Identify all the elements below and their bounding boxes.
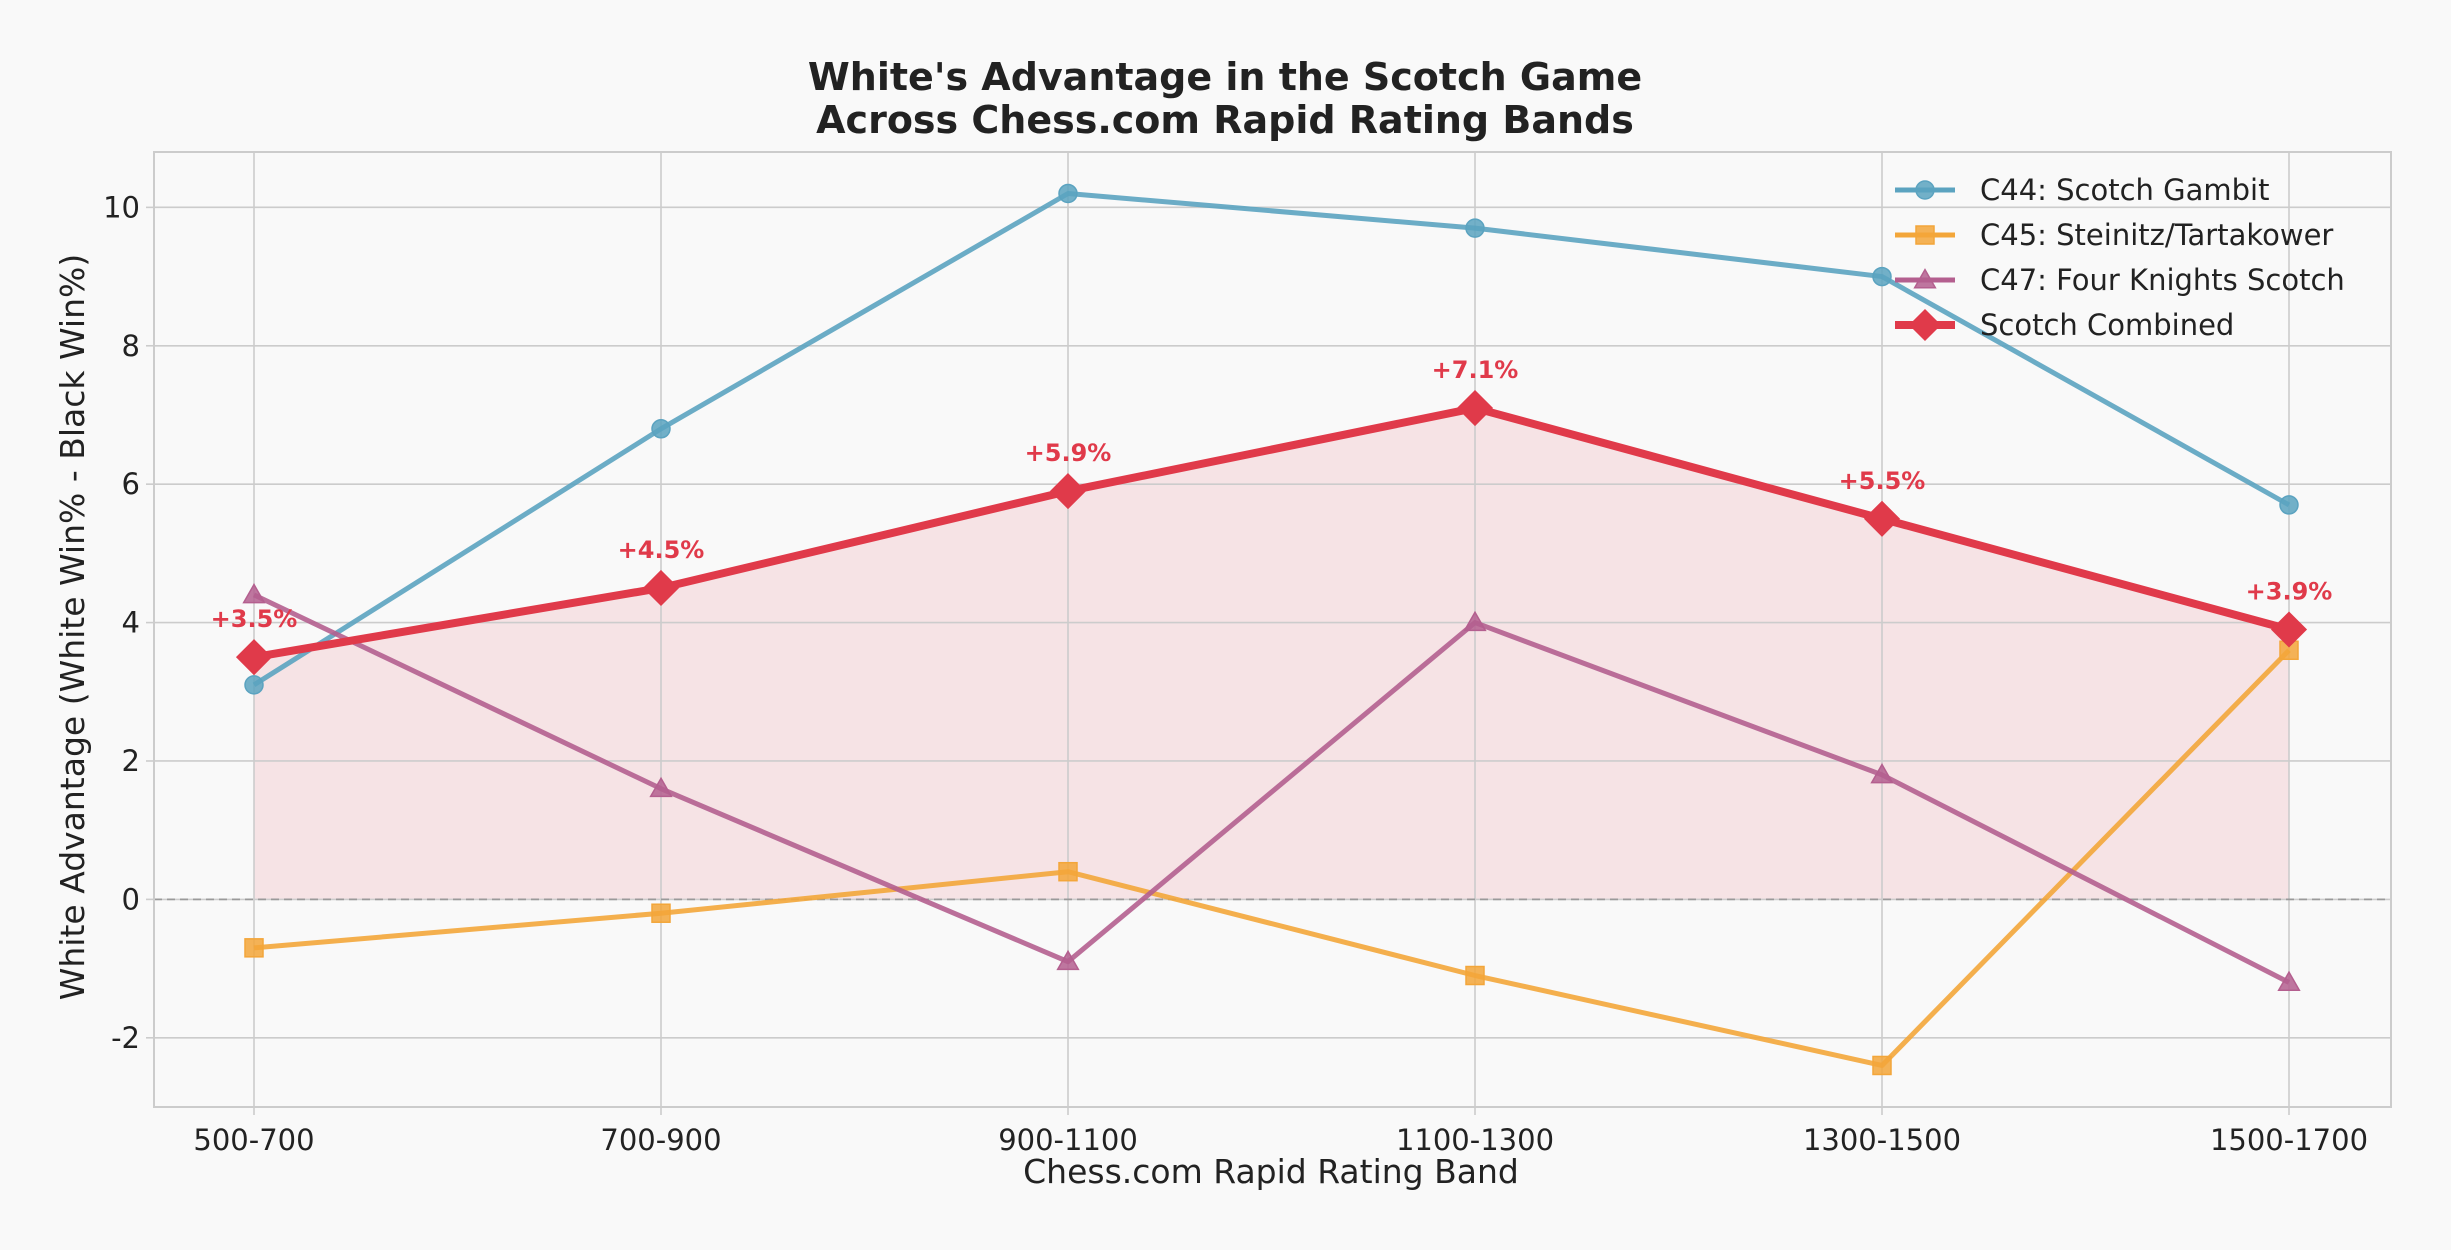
legend-label: C47: Four Knights Scotch [1980, 263, 2345, 297]
legend-marker-triangle-icon [1913, 268, 1937, 289]
data-label: +5.9% [1025, 439, 1112, 467]
legend-label: Scotch Combined [1980, 308, 2234, 342]
data-point-scotch-combined [642, 569, 680, 607]
data-point-c44-scotch-gambit [1465, 218, 1485, 238]
chart-title: White's Advantage in the Scotch Game [808, 55, 1642, 99]
y-axis-label: White Advantage (White Win% - Black Win%… [53, 254, 92, 1001]
data-label: +3.9% [2246, 578, 2333, 606]
data-label: +5.5% [1839, 467, 1926, 495]
data-point-scotch-combined [1049, 473, 1087, 510]
y-tick-label: 2 [122, 744, 140, 778]
data-point-c47-four-knights-scotch [2277, 970, 2301, 991]
data-point-c44-scotch-gambit [244, 675, 264, 695]
x-axis-label: Chess.com Rapid Rating Band [1023, 1152, 1519, 1191]
x-tick-label: 900-1100 [998, 1123, 1138, 1157]
data-point-scotch-combined [235, 639, 273, 676]
y-tick-label: 0 [122, 882, 140, 916]
legend-entry-c47-four-knights-scotch[interactable]: C47: Four Knights Scotch [1895, 263, 2345, 297]
data-point-c45-steinitz-tartakower [1465, 965, 1485, 986]
legend-entry-scotch-combined[interactable]: Scotch Combined [1895, 308, 2234, 342]
legend-label: C44: Scotch Gambit [1980, 173, 2269, 207]
data-point-scotch-combined [1863, 500, 1901, 537]
combined-area-fill [254, 408, 2289, 900]
data-point-c45-steinitz-tartakower [651, 903, 671, 923]
data-point-c44-scotch-gambit [651, 419, 671, 439]
y-tick-label: 10 [103, 190, 140, 224]
data-point-c44-scotch-gambit [2279, 495, 2299, 515]
legend-marker-square-icon [1915, 225, 1935, 245]
x-tick-label: 1300-1500 [1803, 1123, 1961, 1157]
series-line-c45-steinitz-tartakower [253, 648, 2291, 1068]
data-point-c47-four-knights-scotch [1056, 949, 1080, 971]
plot-area [154, 152, 2391, 1107]
legend-marker-circle-icon [1915, 180, 1935, 200]
data-point-c47-four-knights-scotch [242, 583, 266, 604]
legend-entry-c44-scotch-gambit[interactable]: C44: Scotch Gambit [1895, 173, 2269, 207]
y-tick-label: 4 [122, 606, 140, 640]
series-line-scotch-combined [253, 404, 2291, 662]
x-tick-label: 500-700 [193, 1123, 314, 1157]
legend-label: C45: Steinitz/Tartakower [1980, 218, 2333, 252]
data-point-c44-scotch-gambit [1058, 183, 1078, 204]
legend-marker-diamond-icon [1908, 308, 1942, 342]
data-point-c47-four-knights-scotch [1870, 762, 1894, 784]
data-point-scotch-combined [1456, 389, 1494, 427]
chart-subtitle: Across Chess.com Rapid Rating Bands [816, 98, 1634, 142]
series-line-c47-four-knights-scotch [252, 592, 2291, 985]
data-point-c47-four-knights-scotch [1463, 610, 1487, 632]
data-label: +3.5% [211, 605, 298, 633]
data-point-scotch-combined [2270, 611, 2308, 648]
x-tick-label: 1500-1700 [2210, 1123, 2368, 1157]
data-point-c45-steinitz-tartakower [1872, 1055, 1892, 1076]
legend-entry-c45-steinitz-tartakower[interactable]: C45: Steinitz/Tartakower [1895, 218, 2333, 252]
data-label: +4.5% [618, 536, 705, 564]
x-tick-label: 700-900 [600, 1123, 721, 1157]
x-tick-label: 1100-1300 [1396, 1123, 1554, 1157]
y-tick-label: 8 [122, 329, 140, 363]
data-label: +7.1% [1432, 356, 1519, 384]
data-point-c45-steinitz-tartakower [244, 938, 264, 958]
series-line-c44-scotch-gambit [252, 191, 2291, 687]
y-tick-label: -2 [111, 1021, 140, 1055]
plot-frame [153, 151, 2392, 1108]
y-tick-label: 6 [122, 467, 140, 501]
data-point-c44-scotch-gambit [1872, 266, 1892, 287]
data-point-c47-four-knights-scotch [649, 776, 673, 798]
data-point-c45-steinitz-tartakower [1058, 861, 1078, 882]
